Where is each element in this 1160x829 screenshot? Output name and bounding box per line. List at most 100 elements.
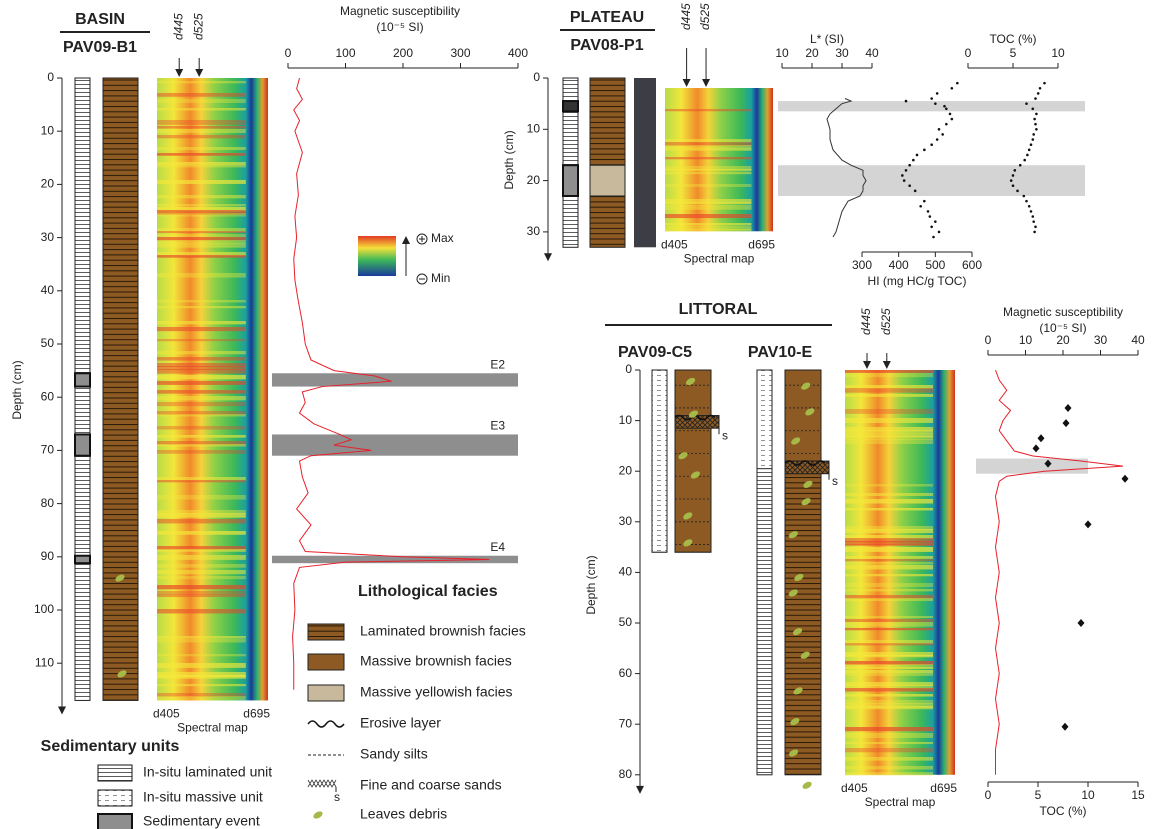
depth-tick-label: 70 xyxy=(619,716,633,730)
depth-tick-label: 10 xyxy=(41,123,55,137)
leaf xyxy=(793,687,803,695)
spectral-stripe xyxy=(845,742,933,745)
legend-swatch xyxy=(97,764,133,782)
event-band xyxy=(778,101,1085,112)
data-point xyxy=(1032,133,1035,136)
data-point xyxy=(1011,174,1015,177)
site-title: LITTORAL xyxy=(679,301,758,318)
spectral-stripe xyxy=(157,243,246,248)
data-point xyxy=(1064,403,1072,412)
spectral-stripe xyxy=(157,252,246,257)
spectral-stripe xyxy=(665,226,752,230)
spectral-stripe xyxy=(845,427,933,431)
spectral-stripe xyxy=(845,541,933,546)
leaf xyxy=(802,781,812,789)
spectral-stripe xyxy=(845,484,933,487)
event-band xyxy=(778,165,1085,196)
spectral-stripe xyxy=(845,652,933,657)
site-title: PLATEAU xyxy=(570,9,644,26)
spectral-stripe xyxy=(157,693,246,697)
leaf xyxy=(801,382,811,390)
spectral-stripe xyxy=(157,351,246,355)
data-point xyxy=(948,112,952,116)
legend-swatch xyxy=(307,623,345,641)
x-tick-label: 40 xyxy=(1131,333,1145,347)
spectral-stripe xyxy=(157,570,246,575)
event-label: E4 xyxy=(490,540,505,554)
spectral-stripe xyxy=(157,495,246,500)
spectral-stripe xyxy=(157,273,246,278)
leaf xyxy=(313,811,323,819)
x-tick-label: 40 xyxy=(865,46,879,60)
data-point xyxy=(1121,474,1129,483)
spectral-stripe xyxy=(157,390,246,394)
spectral-stripe xyxy=(157,120,246,125)
data-point xyxy=(1038,86,1042,90)
spectral-stripe xyxy=(845,664,933,669)
data-point xyxy=(932,235,935,239)
depth-tick-label: 60 xyxy=(41,389,55,403)
data-point xyxy=(937,128,941,131)
core-name: PAV08-P1 xyxy=(570,37,643,54)
x-tick-label: 10 xyxy=(1019,333,1033,347)
axis-title: Depth (cm) xyxy=(10,360,24,419)
site-title: BASIN xyxy=(75,11,125,28)
spectral-stripe xyxy=(157,519,246,524)
legend-label: Sedimentary event xyxy=(143,813,260,829)
spectral-stripe xyxy=(845,667,933,670)
data-point xyxy=(928,215,932,218)
data-point xyxy=(904,99,908,103)
depth-tick-label: 30 xyxy=(527,224,541,238)
data-point xyxy=(935,92,939,95)
wavelength-label: d445 xyxy=(859,308,873,335)
spectral-stripe xyxy=(157,81,246,84)
spectral-stripe xyxy=(157,213,246,217)
depth-tick-label: 40 xyxy=(619,565,633,579)
legend-label: Sandy silts xyxy=(360,746,428,762)
spectral-stripe xyxy=(157,531,246,535)
leaf xyxy=(800,651,810,659)
x-tick-label: 0 xyxy=(985,333,992,347)
depth-tick-label: 20 xyxy=(619,463,633,477)
spectral-stripe xyxy=(845,493,933,496)
spectral-stripe xyxy=(157,639,246,643)
core-name: PAV09-C5 xyxy=(618,344,692,361)
spectral-stripe xyxy=(157,108,246,111)
x-tick-label: 500 xyxy=(925,258,945,272)
data-point xyxy=(1029,143,1033,146)
axis-title: Spectral map xyxy=(177,721,248,735)
leaf xyxy=(794,573,804,582)
data-point xyxy=(901,174,904,177)
spectral-stripe xyxy=(157,672,246,677)
event-unit xyxy=(562,164,579,197)
scale-label: Min xyxy=(431,271,450,285)
spectral-stripe xyxy=(845,700,933,704)
leaf xyxy=(678,452,688,460)
spectral-map xyxy=(157,78,268,701)
depth-tick-label: 0 xyxy=(47,70,54,84)
spectral-stripe xyxy=(157,480,246,483)
spectral-stripe xyxy=(157,180,246,184)
x-tick-label: 10 xyxy=(1081,788,1095,802)
data-point xyxy=(1033,117,1036,121)
spectral-stripe xyxy=(665,184,752,187)
event-unit xyxy=(562,100,579,113)
spectral-stripe xyxy=(845,622,933,627)
spectral-stripe xyxy=(157,510,246,514)
sand-label: s xyxy=(334,790,340,804)
spectral-stripe xyxy=(845,655,933,658)
legend-title: Sedimentary units xyxy=(41,738,180,755)
x-tick-label: 600 xyxy=(962,258,982,272)
spectral-stripe xyxy=(845,574,933,577)
axis-unit: (10⁻⁵ SI) xyxy=(1039,321,1086,335)
spectral-stripe xyxy=(845,640,933,644)
spectral-stripe xyxy=(157,654,246,657)
spectral-stripe xyxy=(157,684,246,687)
event-band xyxy=(976,458,1088,474)
spectral-stripe xyxy=(845,538,933,543)
arrow-head xyxy=(863,361,871,369)
spectral-stripe xyxy=(845,598,933,602)
spectral-stripe xyxy=(845,385,933,389)
axis-unit: (10⁻⁵ SI) xyxy=(376,20,423,34)
